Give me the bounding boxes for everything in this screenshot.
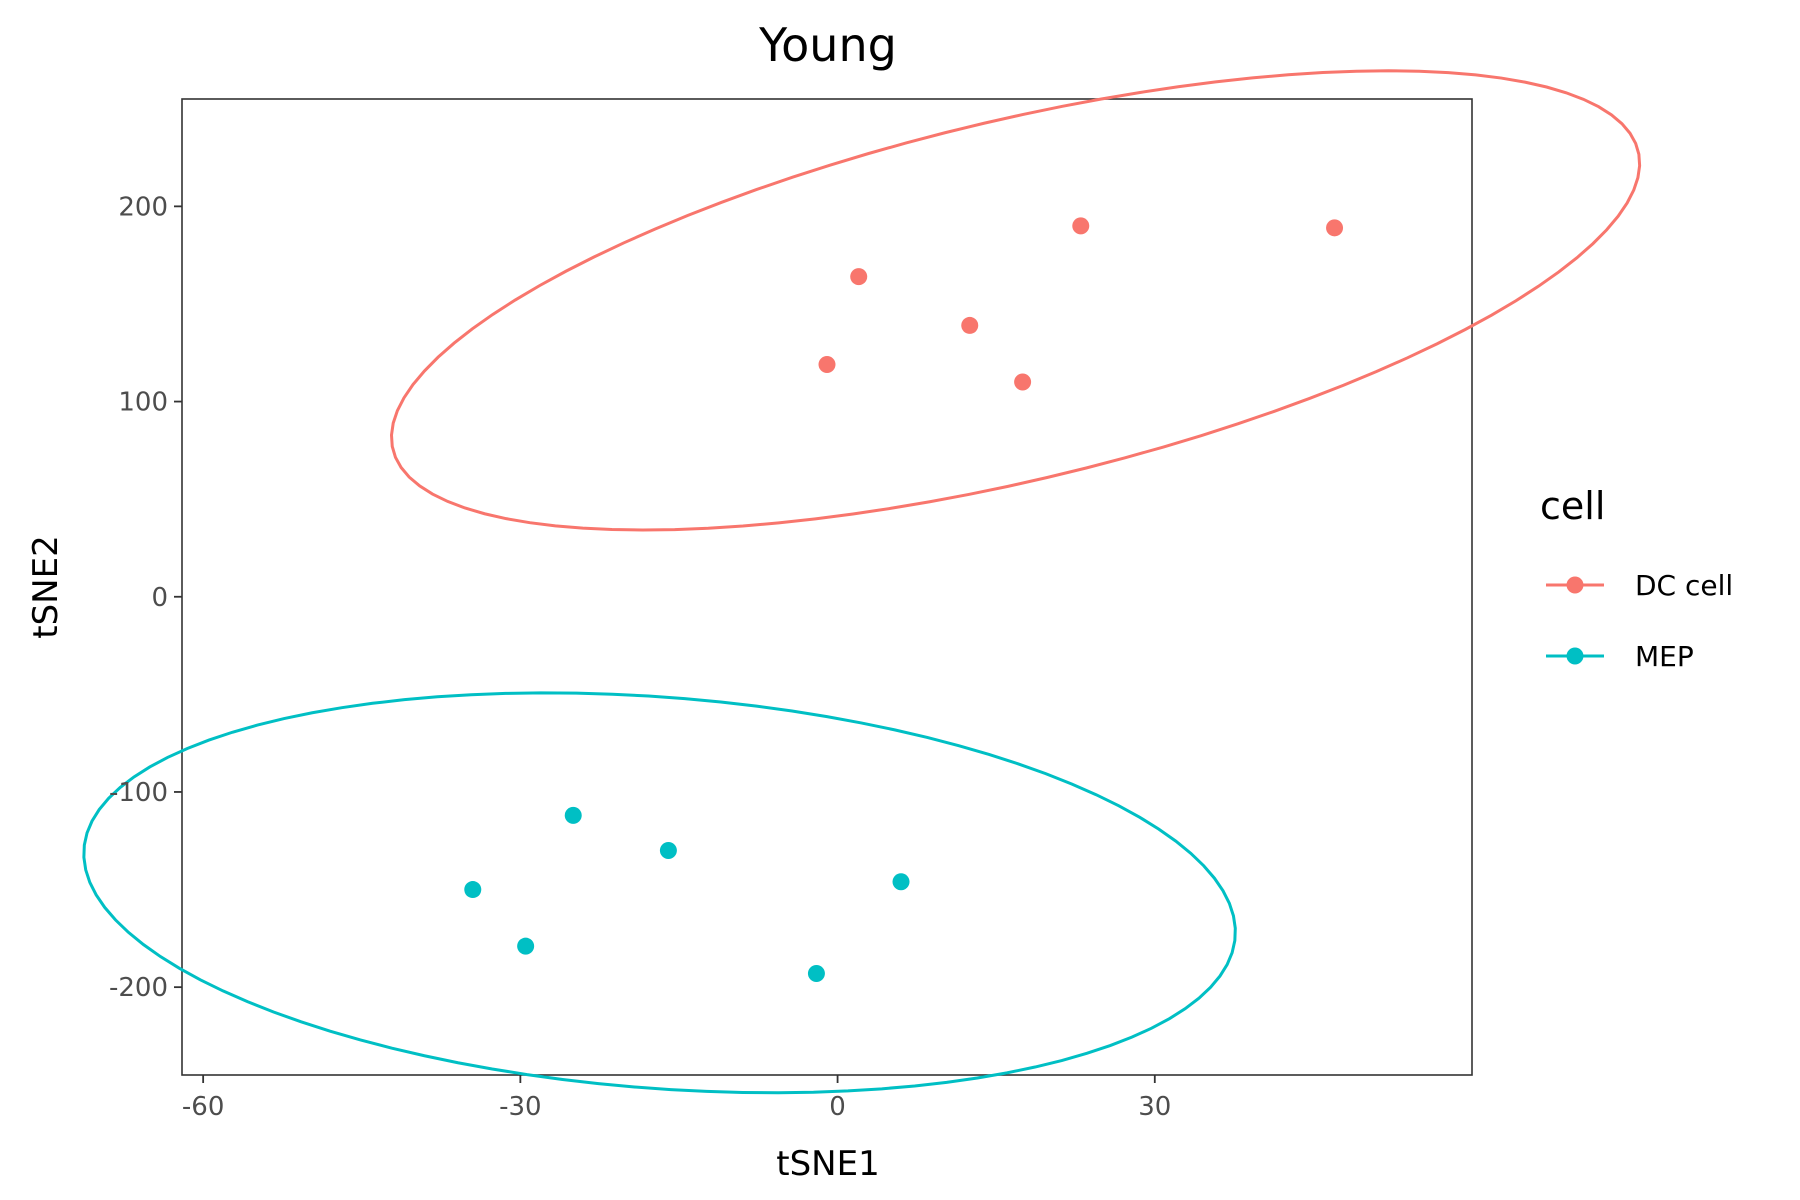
point-mep xyxy=(892,873,910,891)
point-dc-cell xyxy=(818,355,836,373)
legend-marker xyxy=(1566,576,1584,594)
plot-panel xyxy=(181,98,1473,1076)
y-axis-title: tSNE2 xyxy=(26,535,66,638)
ellipse-layer xyxy=(82,69,1642,1095)
x-axis-title: tSNE1 xyxy=(776,1144,879,1184)
x-tick-label: 0 xyxy=(829,1092,846,1122)
y-axis: -200 -100 0 100 200 xyxy=(109,192,182,1003)
point-mep xyxy=(807,964,825,982)
point-dc-cell xyxy=(1326,219,1344,237)
legend-label: MEP xyxy=(1635,640,1694,673)
point-dc-cell xyxy=(1014,373,1032,391)
point-mep xyxy=(564,806,582,824)
points-layer xyxy=(464,217,1344,982)
point-dc-cell xyxy=(1072,217,1090,235)
legend-item-dc-cell: DC cell xyxy=(1546,569,1733,602)
chart-title: Young xyxy=(758,18,897,72)
legend-title: cell xyxy=(1540,484,1605,528)
x-axis: -60 -30 0 30 xyxy=(182,1075,1171,1122)
point-dc-cell xyxy=(961,316,979,334)
legend-label: DC cell xyxy=(1635,569,1733,602)
y-tick-label: -200 xyxy=(109,973,168,1003)
y-tick-label: 200 xyxy=(118,192,168,222)
legend: cell DC cell MEP xyxy=(1540,484,1733,673)
y-tick-label: 100 xyxy=(118,388,168,418)
x-tick-label: -30 xyxy=(499,1092,541,1122)
ellipse-mep xyxy=(82,691,1237,1095)
point-mep xyxy=(464,881,482,899)
x-tick-label: 30 xyxy=(1138,1092,1171,1122)
x-tick-label: -60 xyxy=(182,1092,224,1122)
ellipse-dc-cell xyxy=(389,69,1642,532)
point-mep xyxy=(517,937,535,955)
y-tick-label: -100 xyxy=(109,778,168,808)
legend-item-mep: MEP xyxy=(1546,640,1694,673)
legend-marker xyxy=(1566,647,1584,665)
y-tick-label: 0 xyxy=(151,583,168,613)
point-dc-cell xyxy=(850,268,868,286)
point-mep xyxy=(659,842,677,860)
